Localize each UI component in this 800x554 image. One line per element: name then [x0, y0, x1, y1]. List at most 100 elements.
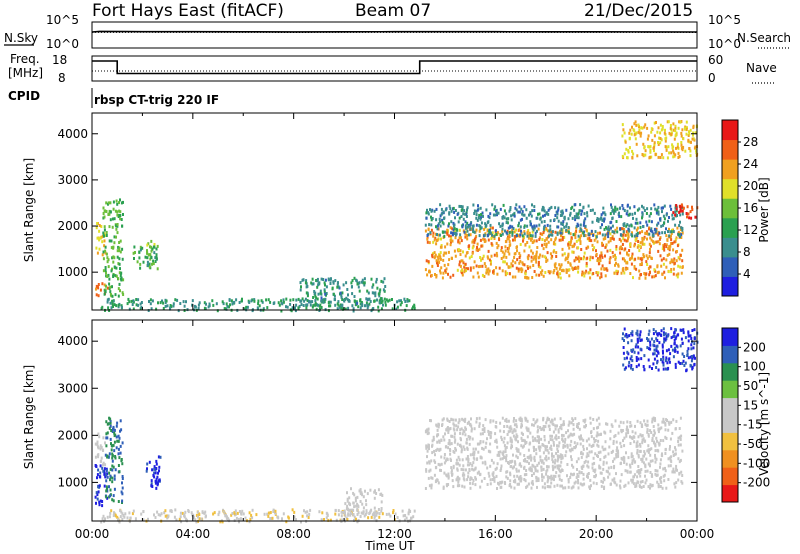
- power-cell: [586, 256, 589, 260]
- velocity-cell: [230, 513, 233, 517]
- velocity-cell: [487, 449, 490, 453]
- velocity-cell: [146, 467, 148, 471]
- power-cell: [453, 227, 456, 230]
- power-cell: [355, 300, 358, 304]
- velocity-cell: [677, 440, 680, 443]
- power-cell: [627, 227, 630, 231]
- velocity-cell: [647, 450, 650, 454]
- velocity-cell: [453, 450, 456, 454]
- velocity-cell: [439, 447, 442, 451]
- velocity-cell: [502, 430, 505, 434]
- velocity-cell: [438, 448, 441, 452]
- velocity-cell: [408, 508, 411, 512]
- velocity-cell: [585, 439, 588, 443]
- velocity-cell: [375, 513, 378, 517]
- power-cell: [661, 210, 663, 214]
- velocity-cell: [587, 472, 590, 475]
- power-cell: [191, 299, 194, 303]
- power-cell: [424, 229, 427, 233]
- velocity-cell: [623, 484, 626, 488]
- power-cell: [604, 213, 607, 217]
- velocity-cell: [198, 517, 201, 521]
- power-cell: [638, 125, 640, 129]
- velocity-cell: [95, 501, 97, 505]
- velocity-cell: [233, 511, 236, 515]
- power-cell: [466, 237, 469, 241]
- velocity-cell: [346, 491, 348, 495]
- power-cell: [559, 276, 562, 280]
- power-cell: [635, 217, 638, 221]
- power-cell: [622, 128, 625, 132]
- velocity-cell: [655, 457, 658, 461]
- power-cell: [146, 251, 149, 255]
- velocity-cell: [356, 508, 359, 512]
- velocity-cell: [478, 422, 481, 426]
- velocity-cell: [116, 439, 119, 443]
- power-cell: [645, 230, 648, 234]
- power-cell: [142, 260, 145, 264]
- velocity-cell: [650, 484, 653, 488]
- power-cell: [108, 225, 111, 229]
- velocity-cell: [549, 475, 552, 479]
- velocity-cell: [582, 444, 585, 448]
- power-cell: [507, 265, 510, 269]
- velocity-panel-bg: [92, 320, 697, 521]
- power-cell: [443, 230, 446, 234]
- freq-label: Freq.: [10, 52, 40, 66]
- power-cell: [138, 256, 141, 260]
- velocity-cell: [568, 434, 571, 438]
- power-cell: [633, 242, 636, 246]
- power-cell: [521, 261, 524, 265]
- velocity-cell: [357, 504, 359, 508]
- power-cell: [646, 263, 649, 266]
- velocity-cell: [569, 443, 572, 447]
- power-cell: [504, 273, 507, 277]
- power-cell: [369, 300, 372, 303]
- velocity-cell: [577, 479, 579, 482]
- power-cell: [102, 257, 105, 261]
- velocity-cell: [664, 332, 667, 336]
- power-cell: [689, 149, 692, 153]
- power-cell: [661, 125, 664, 128]
- power-cell: [285, 305, 287, 309]
- power-cell: [538, 255, 541, 259]
- power-cell: [635, 236, 638, 239]
- velocity-cell: [551, 438, 554, 442]
- power-cell: [384, 303, 387, 307]
- velocity-cell: [552, 460, 554, 464]
- power-cell: [653, 149, 655, 153]
- velocity-cell: [545, 458, 548, 462]
- power-cell: [663, 245, 665, 249]
- power-cell: [132, 307, 135, 311]
- velocity-cell: [173, 515, 176, 519]
- velocity-cell: [480, 456, 483, 460]
- velocity-cell: [515, 447, 518, 451]
- velocity-cell: [675, 335, 678, 339]
- power-cell: [339, 303, 342, 307]
- velocity-cell: [666, 334, 669, 338]
- velocity-cell: [508, 426, 511, 430]
- velocity-cell: [538, 448, 541, 452]
- velocity-cell: [428, 469, 431, 473]
- velocity-cell: [510, 440, 513, 444]
- velocity-cell: [572, 485, 575, 489]
- power-cell: [345, 296, 348, 300]
- power-cell: [426, 237, 429, 241]
- power-cell: [118, 282, 121, 286]
- velocity-cell: [281, 517, 283, 521]
- power-cell: [678, 257, 681, 261]
- velocity-cell: [677, 360, 680, 364]
- power-cell: [669, 261, 672, 265]
- velocity-cell: [307, 516, 310, 519]
- velocity-cell: [428, 444, 430, 448]
- power-cell: [515, 208, 518, 212]
- power-cell: [658, 231, 661, 235]
- velocity-cell: [647, 338, 650, 342]
- power-cell: [505, 221, 508, 224]
- velocity-cell: [687, 356, 690, 360]
- velocity-cell: [510, 427, 513, 431]
- velocity-cell: [522, 459, 525, 463]
- power-cell: [641, 126, 644, 130]
- velocity-cell: [680, 470, 683, 474]
- velocity-cell: [348, 496, 351, 500]
